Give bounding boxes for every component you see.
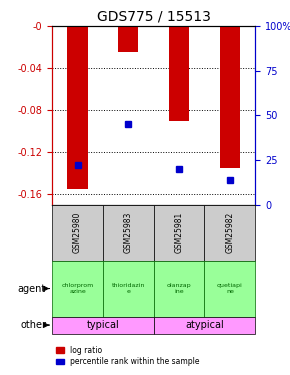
Text: other: other bbox=[20, 320, 46, 330]
Text: GSM25980: GSM25980 bbox=[73, 212, 82, 253]
Legend: log ratio, percentile rank within the sample: log ratio, percentile rank within the sa… bbox=[56, 346, 199, 366]
Bar bbox=[118, 26, 139, 53]
Text: olanzap
ine: olanzap ine bbox=[167, 283, 191, 294]
Text: agent: agent bbox=[18, 284, 46, 294]
Bar bbox=[103, 204, 154, 261]
Text: GSM25981: GSM25981 bbox=[175, 212, 184, 253]
Bar bbox=[67, 26, 88, 189]
Bar bbox=[52, 316, 154, 333]
Bar bbox=[204, 204, 255, 261]
Bar bbox=[220, 26, 240, 168]
Bar bbox=[103, 261, 154, 316]
Bar bbox=[154, 261, 204, 316]
Text: GSM25982: GSM25982 bbox=[225, 212, 234, 253]
Text: typical: typical bbox=[87, 320, 119, 330]
Text: thioridazin
e: thioridazin e bbox=[112, 283, 145, 294]
Bar bbox=[52, 261, 103, 316]
Text: GSM25983: GSM25983 bbox=[124, 212, 133, 253]
Text: quetiapi
ne: quetiapi ne bbox=[217, 283, 243, 294]
Bar bbox=[204, 261, 255, 316]
Bar bbox=[52, 204, 103, 261]
Text: chlorprom
azine: chlorprom azine bbox=[61, 283, 94, 294]
Bar bbox=[154, 204, 204, 261]
Bar bbox=[154, 316, 255, 333]
Title: GDS775 / 15513: GDS775 / 15513 bbox=[97, 10, 211, 24]
Bar bbox=[169, 26, 189, 121]
Text: atypical: atypical bbox=[185, 320, 224, 330]
